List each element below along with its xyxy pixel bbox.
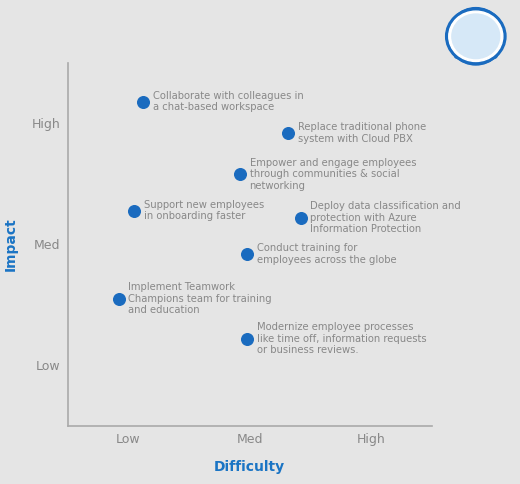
X-axis label: Difficulty: Difficulty bbox=[214, 460, 285, 474]
Point bbox=[139, 98, 147, 106]
Point bbox=[130, 207, 138, 214]
Text: Empower and engage employees
through communities & social
networking: Empower and engage employees through com… bbox=[250, 158, 416, 191]
Y-axis label: Impact: Impact bbox=[4, 217, 18, 272]
Text: Collaborate with colleagues in
a chat-based workspace: Collaborate with colleagues in a chat-ba… bbox=[152, 91, 303, 112]
Point bbox=[284, 129, 293, 137]
Text: Replace traditional phone
system with Cloud PBX: Replace traditional phone system with Cl… bbox=[298, 122, 426, 144]
FancyBboxPatch shape bbox=[467, 19, 484, 31]
Point bbox=[114, 295, 123, 303]
Text: Modernize employee processes
like time off, information requests
or business rev: Modernize employee processes like time o… bbox=[257, 322, 426, 355]
Point bbox=[243, 250, 251, 258]
Text: Deploy data classification and
protection with Azure
Information Protection: Deploy data classification and protectio… bbox=[310, 201, 461, 234]
Point bbox=[243, 335, 251, 343]
FancyBboxPatch shape bbox=[454, 25, 498, 59]
Text: Support new employees
in onboarding faster: Support new employees in onboarding fast… bbox=[144, 200, 264, 221]
Text: Conduct training for
employees across the globe: Conduct training for employees across th… bbox=[257, 243, 397, 265]
Text: Implement Teamwork
Champions team for training
and education: Implement Teamwork Champions team for tr… bbox=[128, 282, 272, 316]
FancyBboxPatch shape bbox=[463, 17, 488, 34]
Point bbox=[236, 170, 244, 178]
Point bbox=[296, 214, 305, 222]
